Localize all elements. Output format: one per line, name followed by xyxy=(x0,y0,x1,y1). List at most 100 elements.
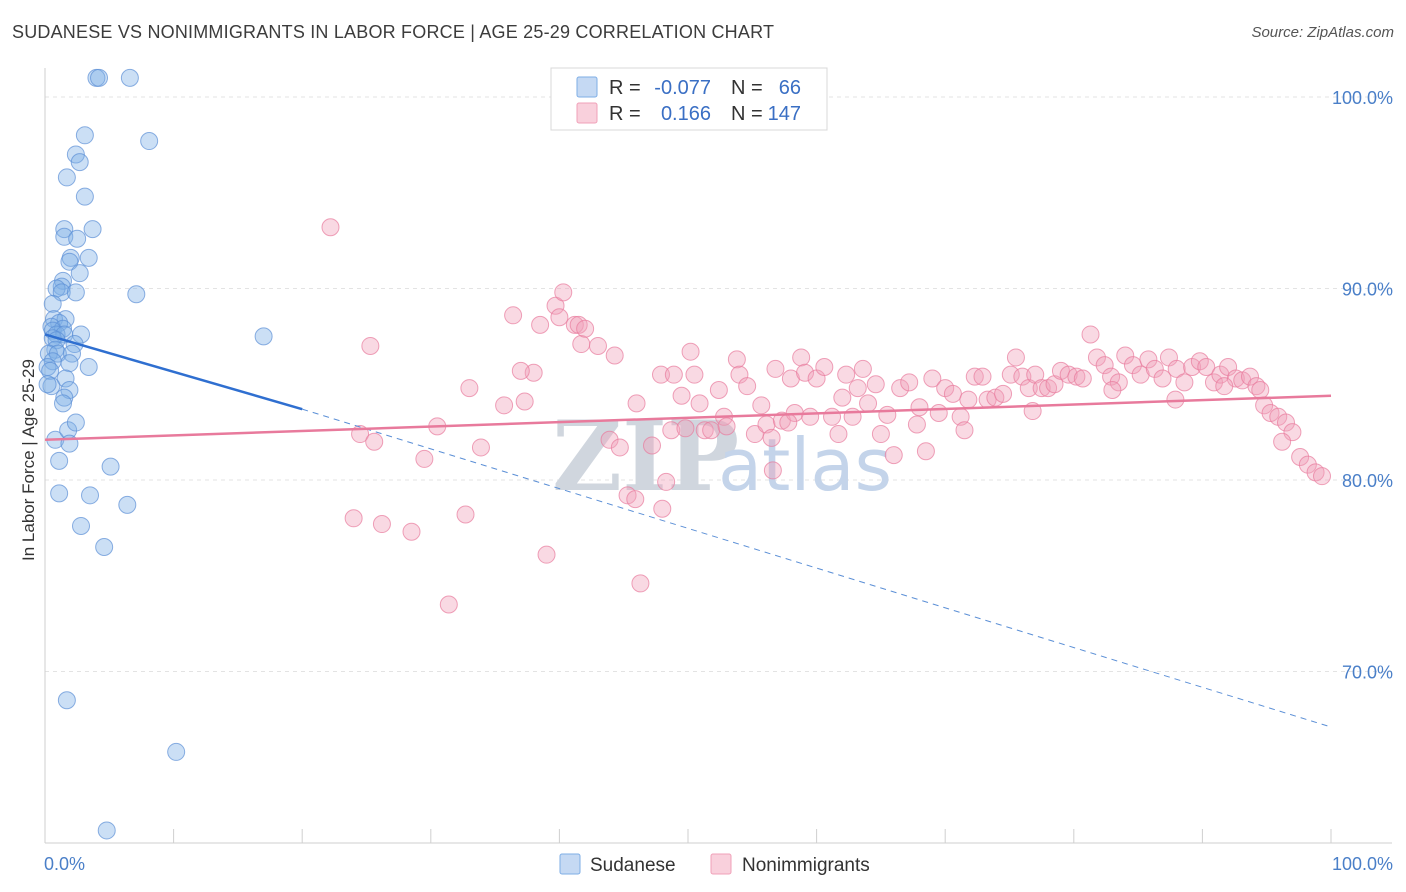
nonimmigrants-point xyxy=(515,392,534,411)
nonimmigrants-point xyxy=(1059,365,1078,384)
nonimmigrants-point xyxy=(537,545,556,564)
legend-n-label: N = xyxy=(731,77,763,99)
nonimmigrants-point xyxy=(1197,358,1216,377)
nonimmigrants-point xyxy=(546,296,565,315)
nonimmigrants-point xyxy=(672,386,691,405)
nonimmigrants-point xyxy=(690,394,709,413)
sudanese-trend-line xyxy=(44,333,303,411)
axes xyxy=(44,68,1392,844)
nonimmigrants-point xyxy=(727,350,746,369)
nonimmigrants-point xyxy=(891,379,910,398)
gridlines xyxy=(45,96,1392,672)
nonimmigrants-point xyxy=(651,365,670,384)
nonimmigrants-point xyxy=(871,425,890,444)
sudanese-point xyxy=(79,248,98,267)
nonimmigrants-point xyxy=(762,428,781,447)
bottom-legend-swatch-nonimmigrants xyxy=(710,853,732,875)
nonimmigrants-point xyxy=(763,461,782,480)
nonimmigrants-point xyxy=(1312,467,1331,486)
sudanese-point xyxy=(60,252,79,271)
nonimmigrants-point xyxy=(588,336,607,355)
nonimmigrants-point xyxy=(471,438,490,457)
sudanese-point xyxy=(118,495,137,514)
nonimmigrants-point xyxy=(900,373,919,392)
sudanese-point xyxy=(79,358,98,377)
legend-swatch-nonimmigrants xyxy=(576,102,598,124)
nonimmigrants-point xyxy=(823,407,842,426)
nonimmigrants-point xyxy=(627,394,646,413)
nonimmigrants-point xyxy=(1095,356,1114,375)
legend-n-label: N = xyxy=(731,103,763,125)
bottom-legend-swatch-sudanese xyxy=(559,853,581,875)
nonimmigrants-point xyxy=(994,384,1013,403)
nonimmigrants-point xyxy=(1139,350,1158,369)
nonimmigrants-point xyxy=(884,446,903,465)
sudanese-point xyxy=(70,153,89,172)
nonimmigrants-point xyxy=(859,394,878,413)
legend-r-value-sudanese: -0.077 xyxy=(654,77,711,99)
nonimmigrants-point xyxy=(1204,373,1223,392)
nonimmigrants-point xyxy=(685,365,704,384)
nonimmigrants-point xyxy=(631,574,650,593)
nonimmigrants-point xyxy=(1073,369,1092,388)
sudanese-point xyxy=(66,413,85,432)
nonimmigrants-point xyxy=(576,319,595,338)
nonimmigrants-point xyxy=(605,346,624,365)
nonimmigrants-point xyxy=(439,595,458,614)
sudanese-point xyxy=(54,394,73,413)
sudanese-point xyxy=(55,220,74,239)
nonimmigrants-point xyxy=(943,384,962,403)
nonimmigrants-point xyxy=(801,407,820,426)
nonimmigrants-point xyxy=(415,449,434,468)
nonimmigrants-point xyxy=(837,365,856,384)
nonimmigrants-point xyxy=(402,522,421,541)
nonimmigrants-point xyxy=(642,436,661,455)
legend-r-value-nonimmigrants: 0.166 xyxy=(661,103,711,125)
y-tick-label: 70.0% xyxy=(1342,663,1393,683)
nonimmigrants-point xyxy=(321,218,340,237)
nonimmigrants-point xyxy=(779,413,798,432)
nonimmigrants-point xyxy=(365,432,384,451)
nonimmigrants-point xyxy=(572,335,591,354)
y-tick-label: 80.0% xyxy=(1342,471,1393,491)
bottom-legend-label-sudanese: Sudanese xyxy=(590,855,676,876)
sudanese-point xyxy=(81,486,100,505)
sudanese-point xyxy=(70,264,89,283)
nonimmigrants-point xyxy=(1291,448,1310,467)
nonimmigrants-point xyxy=(738,377,757,396)
nonimmigrants-point xyxy=(1273,432,1292,451)
x-tick-labels: 0.0% 100.0% xyxy=(44,854,1393,874)
legend-r-label: R = xyxy=(609,77,641,99)
nonimmigrants-point xyxy=(1211,365,1230,384)
trend-lines xyxy=(44,333,1332,728)
nonimmigrants-point xyxy=(1166,390,1185,409)
chart-title: SUDANESE VS NONIMMIGRANTS IN LABOR FORCE… xyxy=(12,22,775,42)
nonimmigrants-point xyxy=(1116,346,1135,365)
nonimmigrants-point xyxy=(676,419,695,438)
sudanese-point xyxy=(50,484,69,503)
sudanese-point xyxy=(75,126,94,145)
nonimmigrants-point xyxy=(565,315,584,334)
nonimmigrants-point xyxy=(959,390,978,409)
watermark-atlas: atlas xyxy=(718,423,892,507)
sudanese-trend-extension xyxy=(302,408,1332,728)
y-tick-labels: 70.0% 80.0% 90.0% 100.0% xyxy=(1332,88,1393,683)
nonimmigrants-point xyxy=(796,363,815,382)
nonimmigrants-point xyxy=(1276,413,1295,432)
nonimmigrants-point xyxy=(1001,365,1020,384)
nonimmigrants-point xyxy=(752,396,771,415)
nonimmigrants-point xyxy=(600,430,619,449)
nonimmigrants-point xyxy=(1298,455,1317,474)
nonimmigrants-point xyxy=(456,505,475,524)
nonimmigrants-point xyxy=(372,515,391,534)
legend-swatch-sudanese xyxy=(576,76,598,98)
sudanese-point xyxy=(54,271,73,290)
nonimmigrants-point xyxy=(653,499,672,518)
y-axis-title: In Labor Force | Age 25-29 xyxy=(19,359,38,561)
sudanese-point xyxy=(90,68,109,87)
nonimmigrants-point xyxy=(1081,325,1100,344)
nonimmigrants-point xyxy=(550,308,569,327)
sudanese-point xyxy=(41,361,60,380)
nonimmigrants-point xyxy=(1067,367,1086,386)
